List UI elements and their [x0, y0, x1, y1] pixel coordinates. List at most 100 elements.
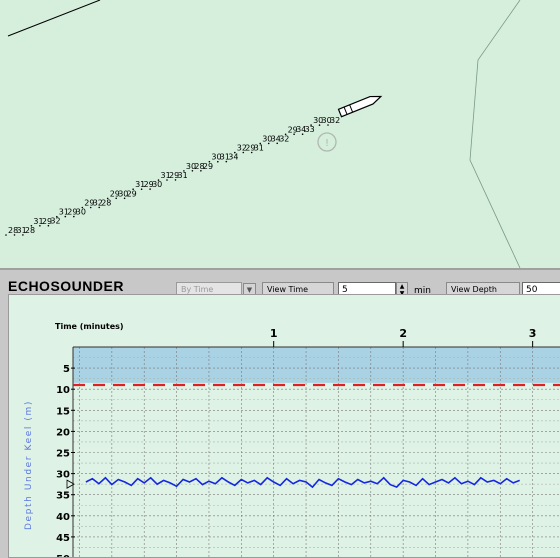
sounding-value: 28 — [25, 226, 35, 235]
sounding-dot — [234, 151, 236, 154]
sounding-dot — [259, 142, 262, 145]
sounding-dot — [157, 179, 160, 181]
sounding-value: 29 — [203, 162, 213, 171]
sounding-dot — [64, 215, 67, 218]
sounding-dot — [123, 197, 126, 200]
sounding-value: 34 — [296, 125, 306, 134]
sounding-dot — [81, 206, 84, 209]
y-tick-label: 10 — [56, 385, 70, 396]
sounding-value: 31 — [178, 171, 188, 180]
sounding-value: 32 — [50, 217, 60, 226]
sounding-dot — [22, 234, 24, 236]
sounding-value: 29 — [84, 199, 94, 208]
shallow-water-band — [73, 347, 560, 383]
x-tick-label: 3 — [529, 327, 537, 340]
sounding-dot — [30, 225, 33, 227]
echosounder-graph: 5 10 15 20 25 30 35 40 45 50 1 2 3 Time (minutes) Dept… — [8, 294, 560, 558]
sounding-value: 30 — [118, 189, 128, 198]
sounding-value: 33 — [305, 125, 315, 134]
sounding-value: 30 — [152, 180, 162, 189]
sounding-value: 31 — [161, 171, 171, 180]
sounding-dot — [73, 215, 75, 218]
sounding-dot — [242, 151, 245, 154]
sounding-dot — [250, 151, 253, 154]
sounding-dot — [47, 224, 50, 227]
sounding-dot — [5, 234, 7, 236]
sounding-dot — [149, 188, 151, 190]
echosounder-panel: ECHOSOUNDER By Time ▼ View Time 5 ▲ ▼ mi… — [0, 268, 560, 558]
depth-series-line — [85, 476, 520, 489]
sounding-dot — [284, 133, 287, 136]
y-tick-label: 5 — [63, 364, 70, 375]
sounding-dot — [225, 160, 228, 163]
sounding-dot — [183, 170, 185, 172]
sounding-value: 34 — [271, 134, 281, 143]
sounding-dot — [13, 234, 16, 236]
sounding-dot — [318, 124, 321, 126]
y-tick-label: 25 — [56, 449, 70, 460]
sounding-value: 32 — [279, 134, 289, 143]
sounding-value: 32 — [93, 199, 103, 208]
sounding-value: 29 — [127, 189, 137, 198]
sounding-value: 30 — [76, 208, 86, 217]
sounding-value: 31 — [33, 217, 43, 226]
sounding-value: 28 — [8, 226, 18, 235]
sounding-value: 32 — [330, 116, 340, 125]
depth-chart: 5 10 15 20 25 30 35 40 45 50 1 2 3 Time (minutes) Dept… — [24, 322, 560, 557]
panel-title: ECHOSOUNDER — [8, 278, 124, 294]
y-tick-label: 35 — [56, 491, 70, 502]
sounding-dot — [98, 206, 100, 209]
sounding-dot — [115, 197, 117, 200]
cursor-target-icon: ! — [317, 132, 337, 152]
chart-canvas[interactable]: 2831283129323129302932282930293129303129… — [0, 0, 560, 268]
sounding-dot — [56, 215, 58, 218]
sounding-dot — [208, 160, 211, 163]
sounding-value: 31 — [17, 226, 27, 235]
y-tick-label: 45 — [56, 533, 70, 544]
sounding-dot — [166, 179, 168, 181]
sounding-value: 30 — [211, 153, 221, 162]
x-axis-label: Time (minutes) — [55, 322, 124, 331]
sounding-value: 29 — [288, 125, 298, 134]
sounding-value: 32 — [237, 144, 247, 153]
sounding-value: 29 — [169, 171, 179, 180]
sounding-dot — [200, 170, 202, 172]
sounding-value: 30 — [186, 162, 196, 171]
electronic-chart-view[interactable]: 28 31 28 31 29 32 31 29 30 29 32 28 29 30 29 31 29 30 31 29… — [0, 0, 560, 268]
sounding-dot — [106, 197, 109, 200]
sounding-value: 29 — [42, 217, 52, 226]
y-tick-label: 50 — [56, 554, 70, 557]
sounding-dot — [174, 179, 177, 181]
sounding-dot — [276, 142, 279, 145]
sounding-value: 30 — [313, 116, 323, 125]
x-tick-label: 1 — [270, 327, 278, 340]
sounding-dot — [39, 225, 41, 227]
sounding-value: 31 — [220, 153, 230, 162]
sounding-value: 28 — [194, 162, 204, 171]
sounding-value: 31 — [254, 144, 264, 153]
sounding-value: 31 — [59, 208, 69, 217]
sounding-value: 31 — [135, 180, 145, 189]
y-axis-label: Depth Under Keel (m) — [24, 400, 34, 530]
view-time-unit: min — [414, 286, 431, 296]
sounding-value: 29 — [144, 180, 154, 189]
sounding-value: 34 — [228, 153, 238, 162]
sounding-value: 29 — [245, 144, 255, 153]
keel-marker-icon — [66, 479, 75, 489]
y-tick-label: 20 — [56, 427, 70, 438]
ship-icon[interactable] — [337, 93, 383, 118]
sounding-dot — [327, 124, 329, 126]
y-tick-label: 15 — [56, 406, 70, 417]
sounding-dot — [191, 170, 194, 172]
sounding-dot — [132, 188, 134, 190]
stepper-up-icon[interactable]: ▲ — [399, 283, 405, 290]
svg-text:!: ! — [325, 138, 329, 149]
sounding-dot — [310, 124, 312, 126]
coastline-boundary — [7, 0, 101, 37]
sounding-dot — [267, 142, 270, 145]
y-tick-label: 30 — [56, 470, 70, 481]
sounding-dot — [89, 206, 92, 209]
stepper-down-icon[interactable]: ▼ — [397, 290, 407, 297]
sounding-value: 30 — [262, 134, 272, 143]
sounding-dot — [140, 188, 143, 190]
